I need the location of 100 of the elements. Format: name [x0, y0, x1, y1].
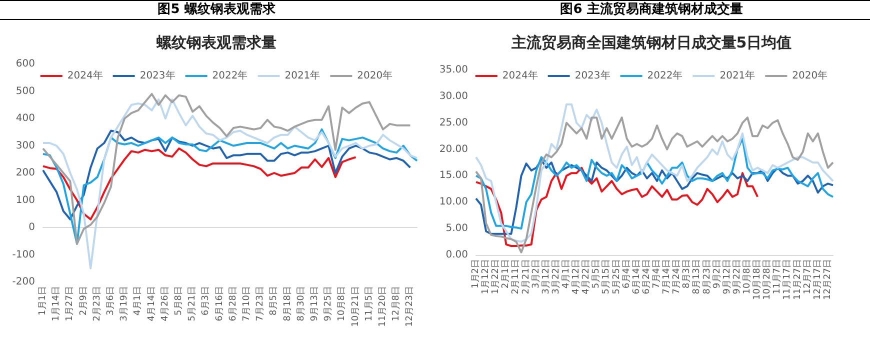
x-tick-label: 1月14日	[52, 286, 62, 322]
y-tick-label: 25.00	[439, 117, 468, 128]
x-tick-label: 3月19日	[120, 286, 130, 322]
x-tick-label: 10月8日	[742, 259, 753, 294]
x-tick-label: 9月2日	[712, 259, 722, 288]
line-series	[42, 98, 418, 270]
line-series	[42, 92, 412, 245]
x-tick-label: 12月23日	[405, 286, 416, 327]
y-tick-label: 15.00	[439, 170, 468, 182]
x-tick-label: 12月27日	[822, 259, 833, 300]
legend-label: 2022年	[647, 70, 683, 82]
x-tick-label: 6月4日	[622, 259, 632, 288]
x-tick-label: 6月16日	[214, 286, 225, 322]
x-tick-label: 2月23日	[92, 286, 102, 322]
x-tick-label: 4月14日	[146, 286, 157, 322]
y-tick-label: 400	[16, 113, 35, 124]
x-tick-label: 1月12日	[481, 259, 492, 294]
legend-label: 2023年	[574, 70, 610, 82]
x-tick-label: 12月8日	[392, 286, 402, 322]
y-tick-label: 200	[16, 168, 35, 178]
x-tick-label: 3月2日	[531, 259, 542, 288]
legend-label: 2021年	[720, 70, 756, 82]
x-tick-label: 4月1日	[133, 286, 144, 316]
chart-title: 图6 主流贸易商建筑钢材成交量	[433, 0, 870, 20]
line-series	[42, 147, 357, 220]
x-tick-label: 8月18日	[282, 286, 293, 322]
y-tick-label: 35.00	[439, 64, 468, 76]
x-tick-label: 11月20日	[378, 286, 388, 327]
legend-label: 2023年	[140, 70, 176, 82]
x-tick-label: 7月4日	[652, 259, 662, 288]
y-tick-label: 20.00	[439, 144, 468, 155]
x-tick-label: 1月1日	[38, 286, 48, 316]
x-tick-label: 9月13日	[310, 286, 320, 322]
x-tick-label: 8月30日	[296, 286, 306, 322]
line-series	[475, 103, 834, 243]
x-tick-label: 11月7日	[772, 259, 783, 294]
x-tick-label: 11月17日	[782, 259, 793, 300]
x-tick-label: 10月18日	[752, 259, 763, 300]
x-tick-label: 7月14日	[662, 259, 672, 294]
x-tick-label: 9月12日	[722, 259, 732, 294]
y-tick-label: 0.00	[446, 250, 468, 260]
x-tick-label: 5月5日	[592, 259, 602, 288]
x-tick-label: 2月9日	[78, 286, 89, 316]
x-tick-label: 6月28日	[228, 286, 238, 322]
x-tick-label: 4月1日	[562, 259, 572, 288]
y-tick-label: 10.00	[439, 196, 468, 208]
x-tick-label: 2月11日	[511, 259, 522, 294]
x-tick-label: 10月28日	[762, 259, 773, 300]
y-tick-label: 5.00	[446, 223, 468, 234]
x-tick-label: 12月7日	[802, 259, 813, 294]
chart-subtitle: 主流贸易商全国建筑钢材日成交量5日均值	[510, 34, 792, 52]
y-tick-label: -100	[12, 249, 35, 260]
x-tick-label: 8月3日	[682, 259, 692, 288]
x-tick-label: 8月13日	[692, 259, 702, 294]
x-tick-label: 8月5日	[269, 286, 280, 316]
line-series	[42, 128, 418, 245]
x-tick-label: 10月8日	[337, 286, 348, 322]
x-tick-label: 8月23日	[702, 259, 712, 294]
x-tick-label: 5月25日	[612, 259, 622, 294]
x-tick-label: 5月21日	[188, 286, 198, 322]
x-tick-label: 2月21日	[521, 259, 532, 294]
line-series	[42, 130, 412, 220]
y-tick-label: 300	[16, 140, 35, 152]
y-tick-label: 500	[16, 86, 35, 97]
x-tick-label: 1月22日	[491, 259, 502, 294]
y-tick-label: -200	[12, 276, 35, 288]
x-tick-label: 4月26日	[160, 286, 170, 322]
chart-title: 图5 螺纹钢表观需求	[0, 0, 433, 20]
x-tick-label: 11月27日	[792, 259, 803, 300]
legend-label: 2022年	[212, 70, 248, 82]
line-series	[475, 158, 834, 235]
x-tick-label: 4月12日	[572, 259, 582, 294]
y-tick-label: 100	[16, 194, 35, 206]
x-tick-label: 6月14日	[632, 259, 642, 294]
x-tick-label: 6月3日	[201, 286, 212, 316]
x-tick-label: 5月15日	[602, 259, 612, 294]
line-series	[475, 166, 759, 248]
legend-label: 2020年	[357, 70, 393, 82]
x-tick-label: 7月23日	[256, 286, 266, 322]
x-tick-label: 1月27日	[65, 286, 76, 322]
y-tick-label: 0	[28, 222, 35, 233]
legend-label: 2024年	[67, 70, 103, 82]
x-tick-label: 2月1日	[501, 259, 512, 288]
chart-subtitle: 螺纹钢表观需求量	[156, 34, 276, 52]
legend-label: 2021年	[284, 70, 320, 82]
x-tick-label: 12月17日	[812, 259, 823, 300]
x-tick-label: 1月2日	[471, 259, 481, 288]
x-tick-label: 3月6日	[106, 286, 116, 316]
x-tick-label: 3月22日	[551, 259, 562, 294]
legend-label: 2020年	[792, 70, 828, 82]
y-tick-label: 600	[16, 58, 35, 70]
x-tick-label: 9月25日	[324, 286, 334, 322]
x-tick-label: 6月24日	[642, 259, 652, 294]
x-tick-label: 4月22日	[582, 259, 592, 294]
line-series	[475, 116, 834, 254]
x-tick-label: 3月12日	[541, 259, 552, 294]
x-tick-label: 10月21日	[350, 286, 361, 327]
x-tick-label: 11月5日	[364, 286, 374, 322]
x-tick-label: 7月24日	[672, 259, 682, 294]
x-tick-label: 5月8日	[174, 286, 184, 316]
